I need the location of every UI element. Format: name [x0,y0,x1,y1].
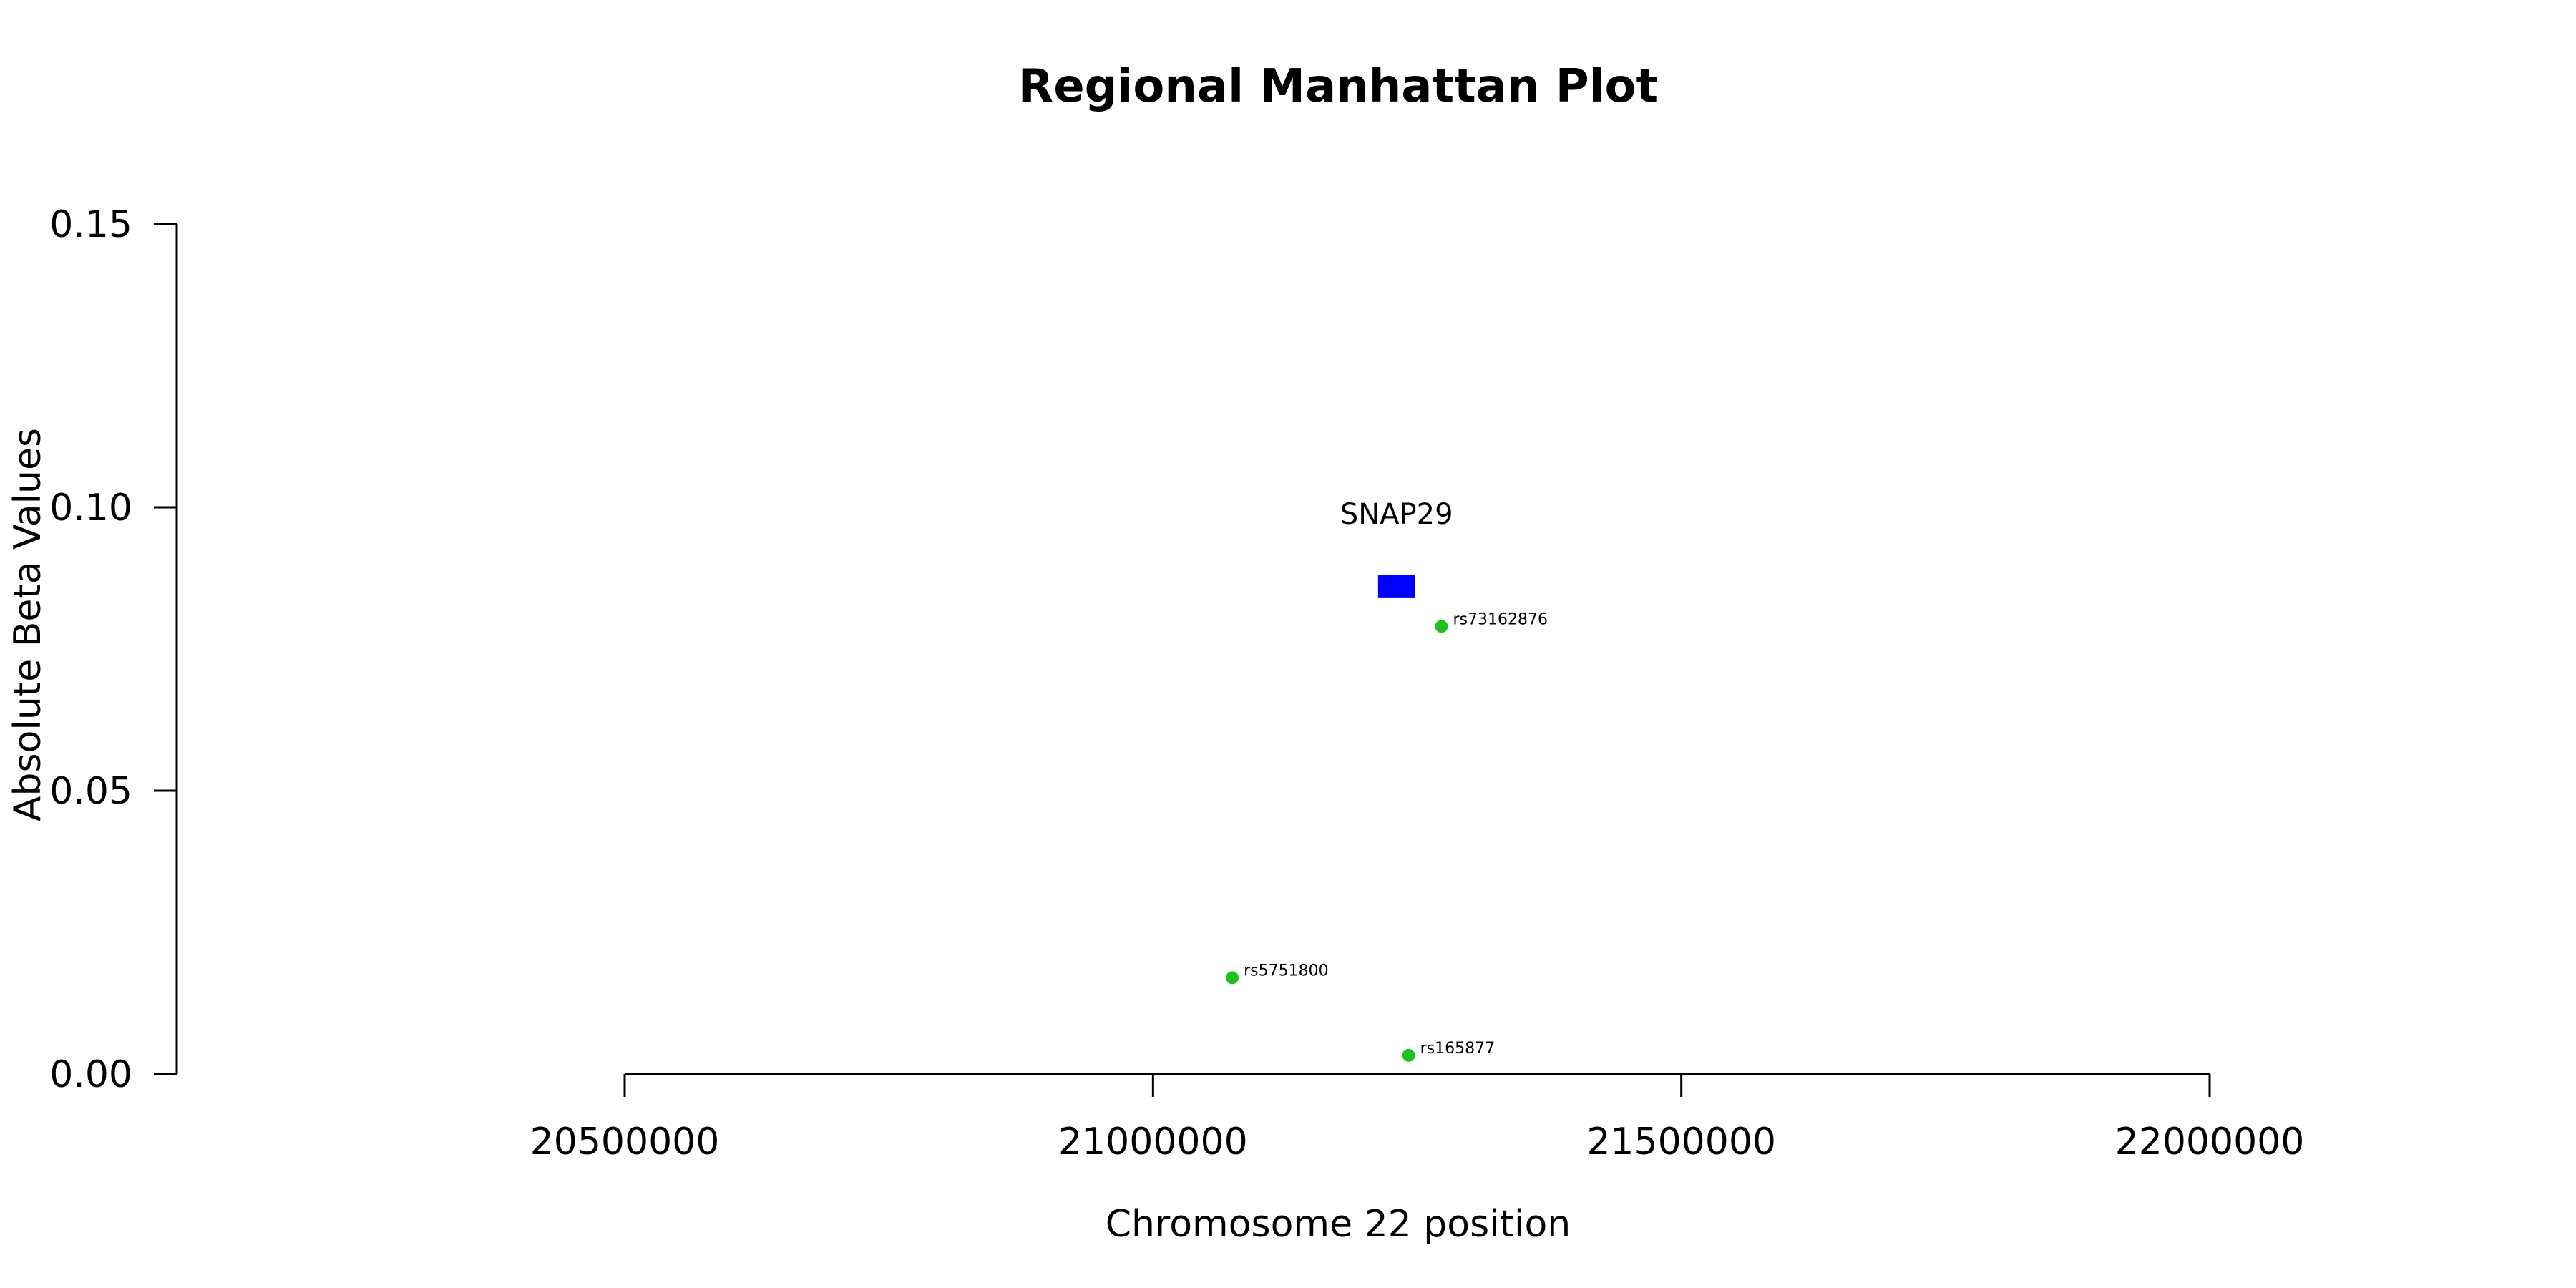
snp-label: rs165877 [1420,1040,1495,1058]
x-tick-label: 22000000 [2115,1121,2305,1163]
x-tick-label: 21000000 [1058,1121,1248,1163]
snp-point [1226,971,1239,985]
x-tick-label: 20500000 [530,1121,720,1163]
y-tick-label: 0.15 [49,203,132,246]
snp-label: rs73162876 [1453,610,1547,628]
y-tick-label: 0.10 [49,487,132,530]
snp-point [1435,620,1448,633]
snp-point [1402,1048,1415,1062]
snp-label: rs5751800 [1244,962,1329,980]
x-axis-label: Chromosome 22 position [1106,1203,1571,1246]
gene-block [1377,575,1415,598]
y-tick-label: 0.00 [49,1053,132,1096]
chart-title: Regional Manhattan Plot [1018,60,1658,113]
gene-label: SNAP29 [1340,498,1453,531]
y-tick-label: 0.05 [49,770,132,813]
data-marks: SNAP29 rs73162876 rs5751800 rs165877 [1226,498,1548,1062]
axes: 0.00 0.05 0.10 0.15 20500000 21000000 21500000… [49,203,2304,1163]
y-axis-label: Absolute Beta Values [6,428,49,821]
x-tick-label: 21500000 [1586,1121,1776,1163]
